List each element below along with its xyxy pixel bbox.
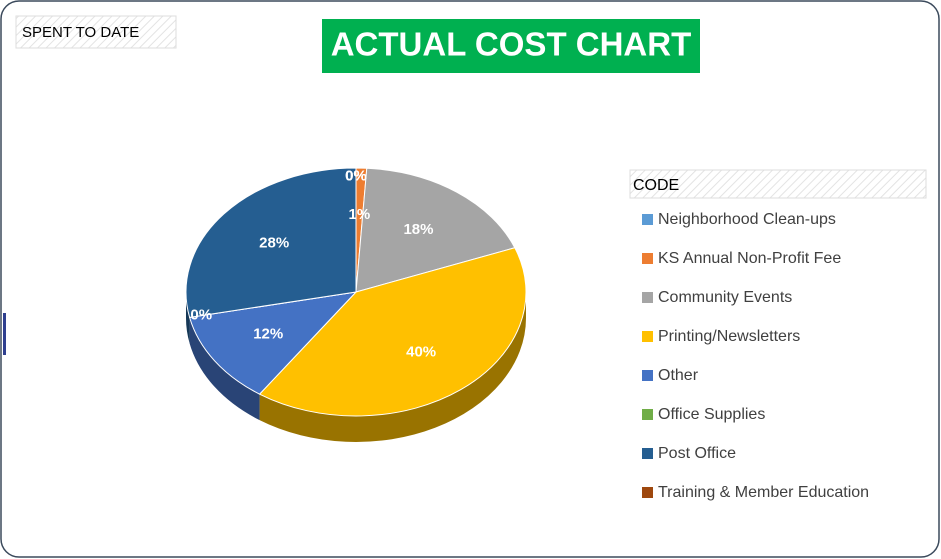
legend-label: Office Supplies (658, 406, 765, 423)
legend-swatch (642, 448, 653, 459)
legend-label: Community Events (658, 289, 792, 306)
data-label: 12% (253, 326, 283, 343)
data-label: 40% (406, 343, 436, 360)
slice-side (189, 317, 260, 421)
legend-label: Other (658, 367, 699, 384)
data-label: 18% (403, 221, 433, 238)
legend-swatch (642, 487, 653, 498)
legend-swatch (642, 331, 653, 342)
subtitle: SPENT TO DATE (22, 24, 139, 41)
slice (355, 167, 516, 293)
legend-label: Training & Member Education (658, 484, 869, 501)
legend-swatch (642, 292, 653, 303)
slice-side (259, 292, 526, 442)
legend-label: KS Annual Non-Profit Fee (658, 250, 841, 267)
legend-swatch (642, 253, 653, 264)
slice (188, 291, 358, 395)
data-label: 0% (345, 168, 367, 185)
data-label: 1% (349, 206, 371, 223)
legend-title-box (629, 169, 927, 199)
legend-swatch (642, 214, 653, 225)
legend-swatch (642, 370, 653, 381)
slice (258, 247, 527, 417)
subtitle-box (15, 15, 177, 49)
data-label: 28% (259, 234, 289, 251)
legend-title: CODE (633, 177, 679, 194)
legend-label: Printing/Newsletters (658, 328, 800, 345)
chart-title: ACTUAL COST CHART (331, 26, 692, 63)
slice (185, 167, 357, 318)
edge-marker (3, 313, 6, 355)
legend-label: Post Office (658, 445, 736, 462)
legend-swatch (642, 409, 653, 420)
data-label: 0% (190, 307, 212, 324)
data-label: 0% (345, 168, 367, 185)
title-box (322, 19, 700, 73)
legend-label: Neighborhood Clean-ups (658, 211, 836, 228)
